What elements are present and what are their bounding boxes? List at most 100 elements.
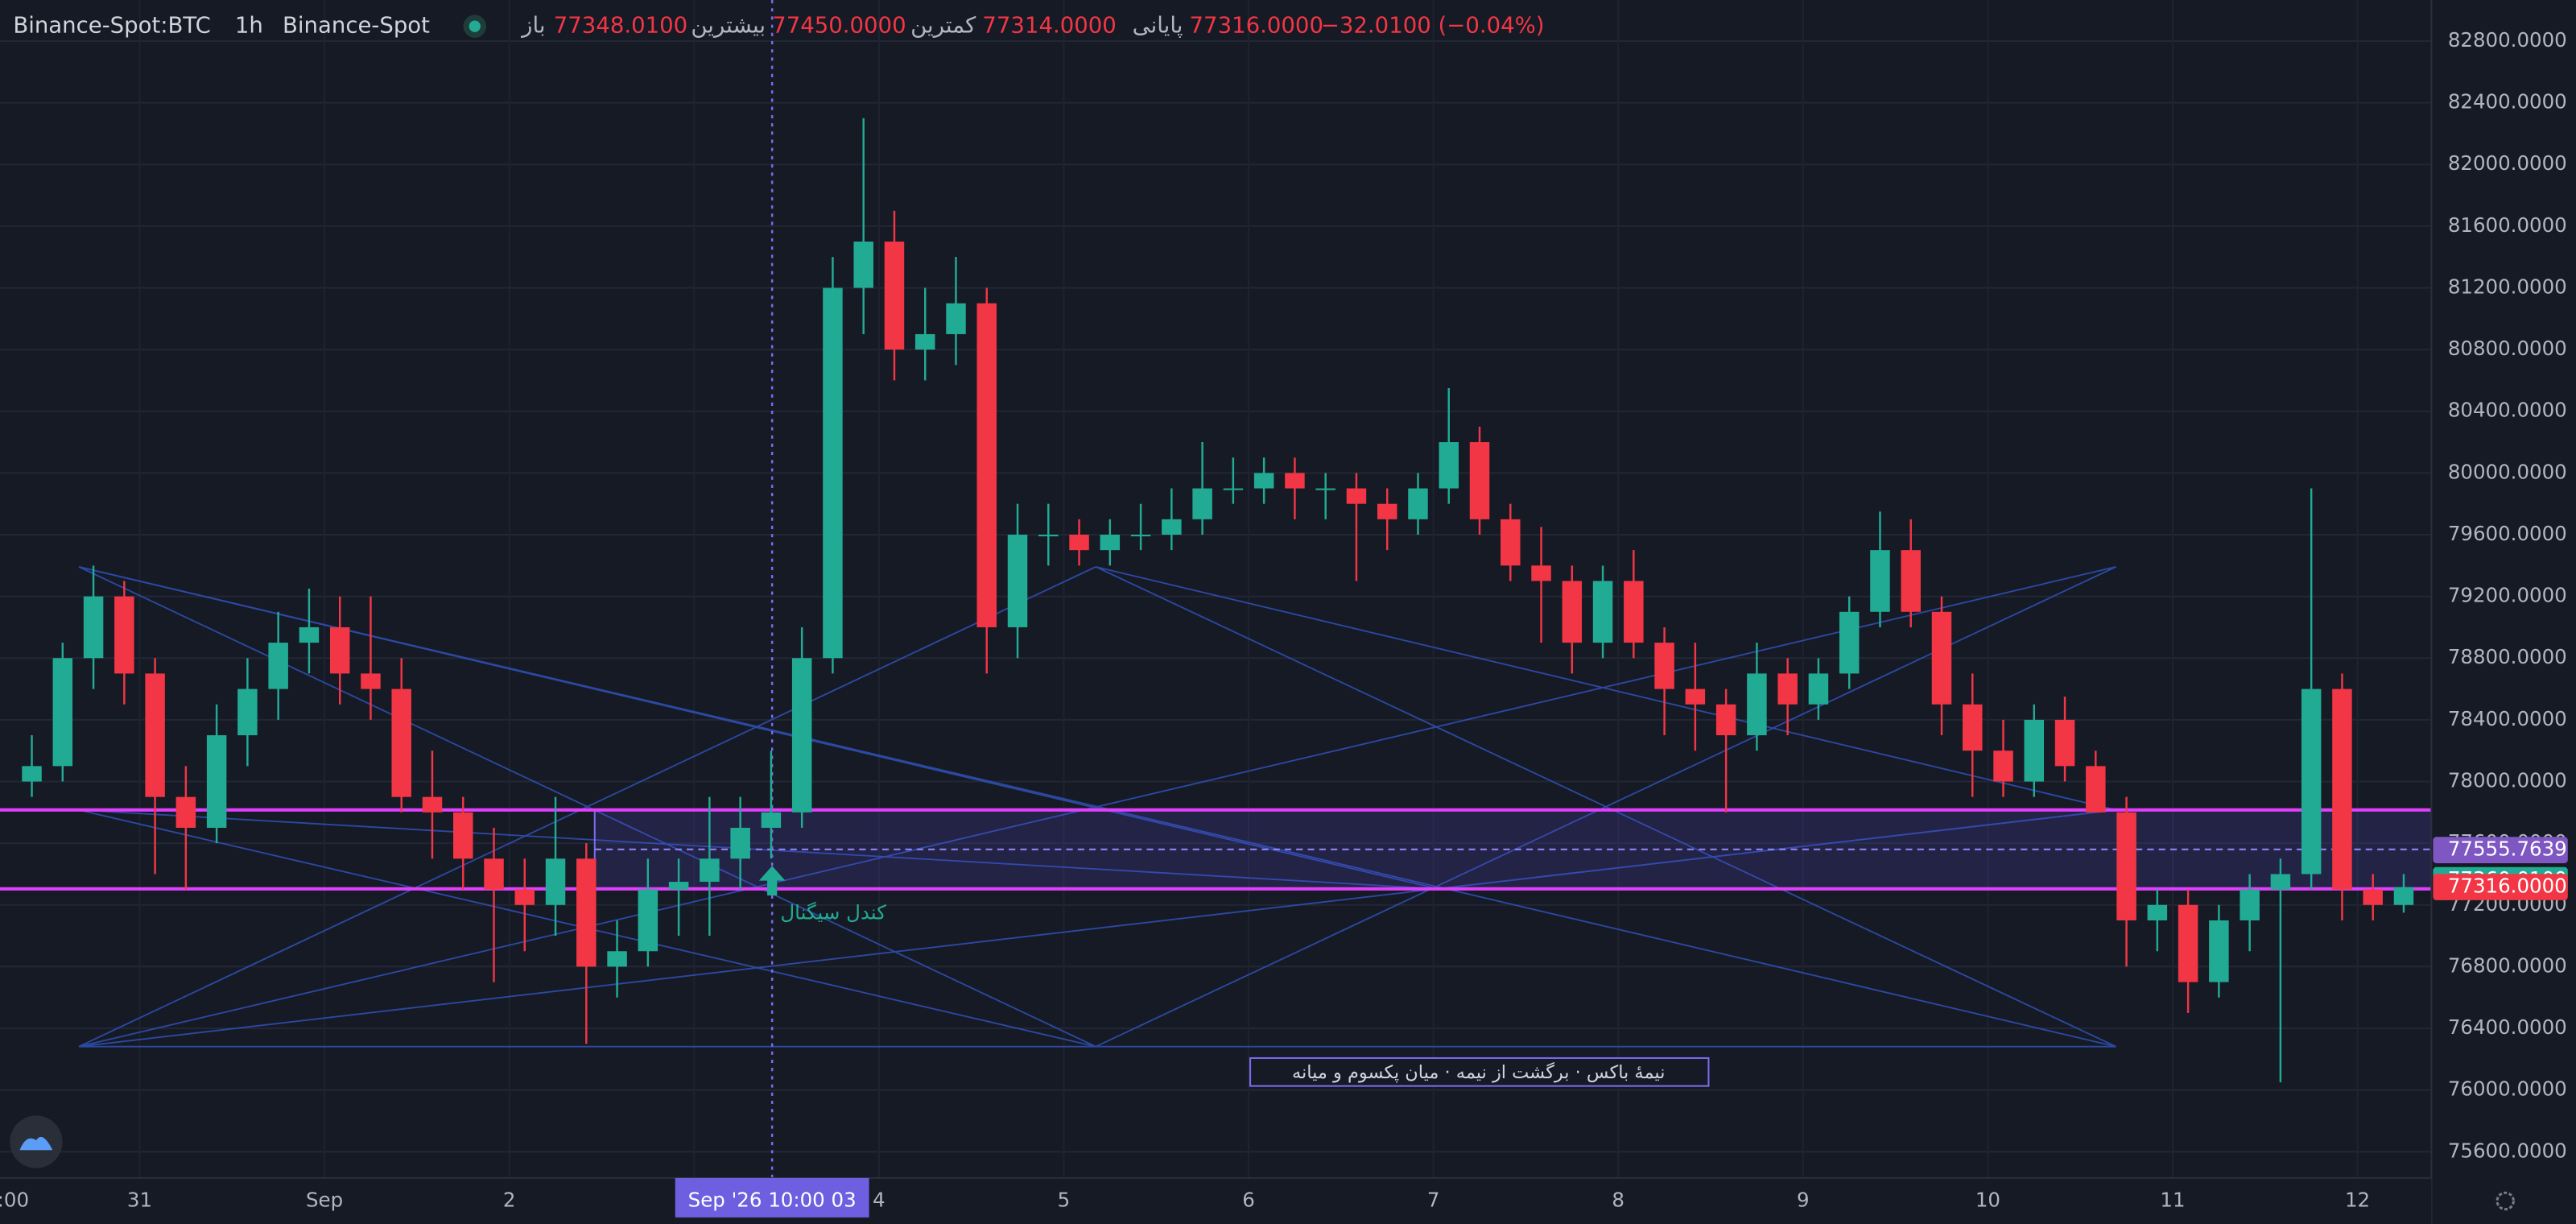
price-tick-label: 78800.0000 bbox=[2448, 645, 2567, 668]
time-tick-label: 4 bbox=[873, 1188, 886, 1211]
price-axis bbox=[2431, 0, 2576, 1224]
candle-body bbox=[1007, 535, 1028, 627]
candle-body bbox=[175, 796, 196, 828]
price-tick-label: 76800.0000 bbox=[2448, 953, 2567, 977]
candle-body bbox=[946, 303, 966, 334]
candles bbox=[22, 118, 2414, 1083]
candle-body bbox=[1469, 442, 1490, 519]
close-label: پایانی bbox=[1133, 13, 1183, 39]
time-tick-label: 6 bbox=[1242, 1188, 1255, 1211]
candle-body bbox=[1315, 488, 1335, 490]
interval: 1h bbox=[235, 13, 263, 39]
open-value: 77348.0100 bbox=[554, 13, 687, 39]
candle-body bbox=[607, 951, 627, 967]
price-tick-label: 76000.0000 bbox=[2448, 1077, 2567, 1101]
candle-body bbox=[299, 626, 320, 643]
price-tick-label: 82000.0000 bbox=[2448, 151, 2567, 175]
candle-body bbox=[730, 827, 750, 859]
candle-body bbox=[1654, 643, 1674, 689]
candle-body bbox=[2147, 904, 2168, 920]
candle-body bbox=[1808, 673, 1829, 705]
price-tag bbox=[2433, 874, 2568, 900]
logo-mark bbox=[19, 1136, 53, 1151]
candle-body bbox=[83, 596, 104, 659]
candle-body bbox=[1839, 611, 1860, 674]
candle-body bbox=[1901, 550, 1921, 612]
candle-body bbox=[1531, 565, 1551, 581]
low-value: 77314.0000 bbox=[982, 13, 1116, 39]
candle-body bbox=[884, 242, 905, 350]
status-dot bbox=[469, 20, 481, 32]
candle-body bbox=[1069, 535, 1089, 551]
axis-labels: 82800.0000 82400.0000 82000.0000 81600.0000… bbox=[0, 28, 2568, 1211]
candle-body bbox=[1993, 751, 2013, 782]
price-tick-label: 79200.0000 bbox=[2448, 584, 2567, 607]
candle-body bbox=[268, 643, 288, 689]
candle-body bbox=[1346, 488, 1367, 504]
candle-body bbox=[2301, 688, 2322, 875]
candle-body bbox=[2178, 904, 2198, 982]
price-tick-label: 81200.0000 bbox=[2448, 275, 2567, 298]
candle-body bbox=[2270, 874, 2291, 890]
candle-body bbox=[1223, 488, 1244, 490]
candle-body bbox=[2363, 889, 2383, 905]
crosshair-label: Sep '26 10:00 03 bbox=[688, 1188, 857, 1211]
price-tick-label: 78000.0000 bbox=[2448, 769, 2567, 792]
candle-body bbox=[2209, 920, 2229, 982]
candle-body bbox=[422, 796, 443, 813]
candle-body bbox=[22, 766, 42, 782]
candle-body bbox=[1624, 581, 1644, 643]
price-tag bbox=[2433, 837, 2568, 863]
candle-body bbox=[145, 673, 165, 797]
time-tick-label: 8 bbox=[1612, 1188, 1624, 1211]
candle-body bbox=[853, 242, 873, 288]
price-tick-label: 82400.0000 bbox=[2448, 90, 2567, 114]
time-tick-label: 9 bbox=[1797, 1188, 1810, 1211]
time-tick-label: 12 bbox=[2345, 1188, 2370, 1211]
exchange: Binance-Spot bbox=[283, 13, 430, 39]
candle-body bbox=[1285, 473, 1305, 489]
candle-body bbox=[1377, 503, 1397, 519]
candle-body bbox=[1038, 535, 1059, 537]
price-tick-label: 78400.0000 bbox=[2448, 707, 2567, 730]
candle-body bbox=[668, 882, 689, 890]
time-tick-label: 5 bbox=[1058, 1188, 1071, 1211]
candle-body bbox=[976, 303, 997, 627]
price-tick-label: 81600.0000 bbox=[2448, 213, 2567, 237]
candle-body bbox=[1253, 473, 1274, 489]
candle-body bbox=[514, 889, 535, 905]
candle-body bbox=[2332, 688, 2352, 890]
candle-body bbox=[52, 658, 73, 767]
price-tick-label: 75600.0000 bbox=[2448, 1139, 2567, 1162]
candle-body bbox=[206, 735, 227, 828]
settings[interactable] bbox=[2496, 1191, 2515, 1211]
candle-body bbox=[2116, 812, 2136, 920]
candle-body bbox=[361, 673, 381, 689]
range-box bbox=[593, 808, 2433, 890]
candle-body bbox=[638, 889, 658, 952]
candle-body bbox=[1870, 550, 1890, 612]
candle-body bbox=[1931, 611, 1952, 705]
candle-body bbox=[1592, 581, 1613, 643]
candle-body bbox=[1777, 673, 1798, 705]
candle-body bbox=[453, 812, 473, 859]
candle-body bbox=[576, 858, 597, 967]
time-tick-label: 2 bbox=[503, 1188, 516, 1211]
price-tick-label: 76400.0000 bbox=[2448, 1015, 2567, 1039]
candle-body bbox=[391, 688, 411, 797]
price-tick-label: 80800.0000 bbox=[2448, 337, 2567, 360]
candle-body bbox=[114, 596, 134, 674]
time-tick-label: Sep bbox=[306, 1188, 343, 1211]
high-label: بیشترین bbox=[691, 13, 766, 39]
candle-body bbox=[2024, 719, 2045, 782]
candle-body bbox=[1192, 488, 1212, 519]
candle-body bbox=[1439, 442, 1459, 489]
signal-label: کندل سیگنال bbox=[780, 900, 886, 924]
time-tick-label: 7 bbox=[1427, 1188, 1440, 1211]
symbol: Binance-Spot:BTC bbox=[13, 13, 211, 39]
price-tick-label: 82800.0000 bbox=[2448, 28, 2567, 52]
candle-body bbox=[2393, 887, 2414, 905]
candle-body bbox=[1685, 688, 1706, 705]
